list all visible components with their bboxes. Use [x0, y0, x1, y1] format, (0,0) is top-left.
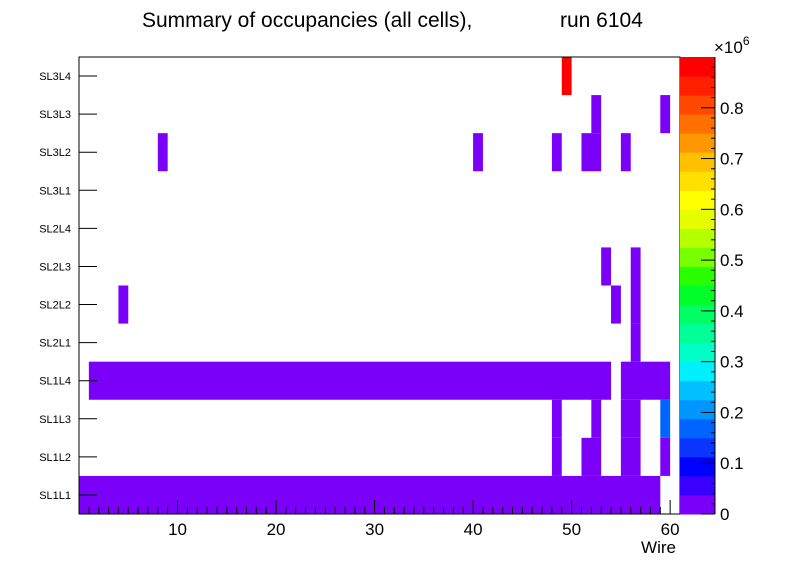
palette-swatch — [680, 494, 715, 515]
palette-swatch — [680, 57, 715, 77]
palette-swatch — [680, 152, 715, 172]
heatmap-cell — [551, 437, 562, 476]
palette-swatch — [680, 418, 715, 439]
palette-swatch — [680, 76, 715, 96]
heatmap-cells — [79, 57, 671, 514]
palette-swatch — [680, 228, 715, 248]
y-axis: SL1L1 SL1L2 SL1L3 SL1L4 SL2L1 SL2L2 SL2L3 SL2L4… — [39, 71, 97, 502]
heatmap-cell — [660, 437, 671, 476]
heatmap-cell — [88, 361, 612, 400]
heatmap-cell — [79, 475, 661, 514]
heatmap-cell — [611, 285, 621, 324]
heatmap-cell — [660, 95, 671, 134]
run-label: run 6104 — [560, 9, 643, 32]
palette-swatch — [680, 247, 715, 267]
heatmap-cell — [551, 399, 562, 438]
palette-swatch — [680, 361, 715, 382]
z-axis-multiplier: ×106 — [714, 34, 750, 57]
x-tick-label: 10 — [168, 520, 187, 539]
heatmap-cell — [630, 323, 641, 362]
y-tick-label: SL3L1 — [39, 185, 71, 197]
palette-swatch — [680, 285, 715, 306]
palette-swatch — [680, 399, 715, 420]
y-tick-label: SL2L1 — [39, 338, 71, 350]
chart-title: Summary of occupancies (all cells), — [142, 9, 472, 32]
y-tick-label: SL3L3 — [39, 109, 71, 121]
y-tick-label: SL1L4 — [39, 376, 71, 388]
heatmap-cell — [601, 247, 612, 286]
palette-swatch — [680, 133, 715, 153]
palette-tick-label: 0.6 — [720, 200, 744, 219]
palette-swatch — [680, 209, 715, 229]
heatmap-cell — [620, 399, 641, 438]
heatmap-cell — [118, 285, 129, 324]
heatmap-cell — [157, 133, 168, 172]
x-axis: 10 20 30 40 50 60 — [88, 500, 680, 539]
y-tick-label: SL2L4 — [39, 223, 71, 235]
heatmap-cell — [581, 437, 602, 476]
y-tick-label: SL1L2 — [39, 452, 71, 464]
heatmap-cell — [561, 57, 572, 96]
palette-tick-label: 0.3 — [720, 353, 744, 372]
x-axis-label: Wire — [641, 538, 676, 557]
color-scale: 0 0.1 0.2 0.3 0.4 0.5 0.6 0.7 0.8 — [680, 57, 744, 524]
palette-tick-label: 0 — [720, 505, 729, 524]
heatmap-cell — [630, 285, 641, 324]
palette-tick-label: 0.5 — [720, 251, 744, 270]
heatmap-cell — [630, 247, 641, 286]
y-tick-label: SL1L3 — [39, 414, 71, 426]
palette-tick-label: 0.8 — [720, 99, 744, 118]
y-tick-label: SL1L1 — [39, 490, 71, 502]
heatmap-cell — [581, 133, 602, 172]
heatmap-cell — [620, 437, 641, 476]
y-tick-label: SL3L2 — [39, 147, 71, 159]
heatmap-cell — [473, 133, 483, 172]
heatmap-cell — [660, 399, 671, 438]
y-tick-label: SL2L3 — [39, 261, 71, 273]
palette-swatch — [680, 323, 715, 344]
palette-swatch — [680, 475, 715, 496]
palette-tick-label: 0.4 — [720, 302, 744, 321]
palette-tick-label: 0.7 — [720, 150, 744, 169]
palette-swatch — [680, 304, 715, 325]
x-tick-label: 50 — [562, 520, 581, 539]
palette-swatch — [680, 190, 715, 210]
palette-swatch — [680, 437, 715, 458]
palette-swatch — [680, 456, 715, 477]
heatmap-cell — [551, 133, 562, 172]
palette-swatch — [680, 342, 715, 363]
x-tick-label: 60 — [661, 520, 680, 539]
heatmap-cell — [620, 133, 631, 172]
palette-swatch — [680, 266, 715, 286]
y-tick-label: SL3L4 — [39, 71, 71, 83]
heatmap-cell — [591, 95, 602, 134]
x-tick-label: 20 — [267, 520, 286, 539]
x-tick-label: 40 — [464, 520, 483, 539]
y-tick-label: SL2L2 — [39, 300, 71, 312]
palette-swatch — [680, 380, 715, 401]
palette-swatch — [680, 171, 715, 191]
heatmap-cell — [620, 361, 671, 400]
palette-swatch — [680, 114, 715, 134]
heatmap-cell — [591, 399, 602, 438]
x-tick-label: 30 — [365, 520, 384, 539]
palette-tick-label: 0.2 — [720, 403, 744, 422]
palette-swatch — [680, 95, 715, 115]
palette-tick-label: 0.1 — [720, 454, 744, 473]
